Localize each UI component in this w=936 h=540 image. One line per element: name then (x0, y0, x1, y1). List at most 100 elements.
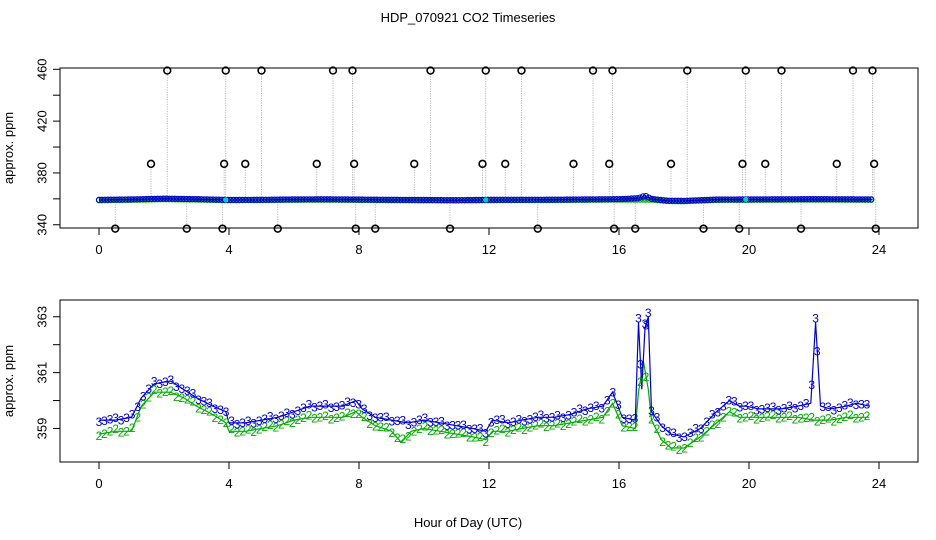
baseline-marker-series-3-58 (265, 196, 272, 203)
baseline-marker-series-3-86 (347, 196, 354, 203)
marker-series-2-37: 2 (300, 411, 307, 425)
y-tick-label-359: 359 (35, 418, 50, 440)
baseline-marker-series-3-195 (666, 197, 673, 204)
baseline-marker-series-3-20 (154, 195, 161, 202)
baseline-marker-series-3-3 (104, 196, 111, 203)
marker-series-2-119: 2 (753, 412, 760, 426)
marker-series-2-134: 2 (836, 412, 843, 426)
baseline-marker-series-3-143 (514, 196, 521, 203)
marker-series-2-94: 2 (615, 408, 622, 422)
spike-marker-31 (683, 66, 692, 75)
marker-series-3-47: 3 (355, 397, 362, 411)
marker-series-3-2: 3 (107, 412, 114, 426)
baseline-marker-series-3-114 (429, 196, 436, 204)
baseline-marker-series-3-95 (373, 196, 380, 203)
spike-marker-29 (631, 224, 640, 233)
baseline-marker-series-3-152 (540, 196, 547, 203)
marker-series-3-125: 3 (786, 399, 793, 413)
baseline-marker-series-3-204 (692, 197, 699, 204)
marker-series-2-0: 2 (96, 429, 103, 443)
marker-series-2-68: 2 (471, 430, 478, 444)
marker-series-3-18: 3 (195, 393, 202, 407)
baseline-marker-series-3-237 (789, 196, 796, 203)
baseline-marker-series-3-1 (98, 196, 106, 203)
baseline-marker-series-3-128 (470, 196, 477, 204)
marker-series-2-123: 2 (775, 412, 782, 426)
y-axis-top: 340 380 420 460 (35, 58, 60, 236)
spike-marker-33 (735, 224, 744, 233)
baseline-marker-series-3-92 (365, 196, 372, 203)
baseline-marker-series-3-89 (356, 196, 363, 203)
marker-series-3-58: 3 (416, 413, 423, 427)
peak-marker-series-3-42: 3 (645, 306, 652, 320)
baseline-marker-series-3-9 (122, 196, 129, 203)
marker-series-3-12: 3 (162, 375, 169, 389)
baseline-marker-series-3-49 (239, 196, 246, 203)
marker-series-3-71: 3 (488, 415, 495, 429)
marker-series-3-55: 3 (400, 414, 407, 428)
marker-series-2-52: 2 (383, 420, 390, 434)
baseline-marker-series-3-30 (183, 195, 190, 203)
marker-series-2-85: 2 (565, 417, 572, 431)
baseline-marker-series-3-146 (522, 196, 530, 203)
marker-series-2-22: 2 (217, 413, 224, 427)
marker-series-2-79: 2 (532, 418, 539, 432)
baseline-marker-series-3-81 (332, 196, 340, 203)
marker-series-2-40: 2 (317, 410, 324, 424)
baseline-marker-series-3-67 (291, 196, 299, 203)
baseline-marker-series-3-69 (297, 196, 304, 203)
marker-series-2-111: 2 (709, 418, 716, 432)
marker-series-3-53: 3 (388, 415, 395, 429)
baseline-marker-series-3-193 (660, 197, 667, 204)
marker-series-3-108: 3 (692, 422, 699, 436)
baseline-marker-series-3-155 (549, 196, 556, 203)
marker-series-2-13: 2 (167, 384, 174, 398)
marker-series-3-44: 3 (339, 398, 346, 412)
marker-series-3-120: 3 (759, 403, 766, 417)
baseline-marker-series-3-212 (716, 196, 723, 203)
marker-series-2-133: 2 (830, 415, 837, 429)
marker-series-3-39: 3 (311, 401, 318, 415)
marker-series-3-90: 3 (593, 399, 600, 413)
x-tick-label-0: 0 (95, 242, 102, 257)
baseline-marker-series-3-120 (446, 196, 454, 204)
baseline-marker-series-3-8 (119, 196, 126, 203)
marker-series-3-112: 3 (714, 406, 721, 420)
marker-series-3-134: 3 (836, 401, 843, 415)
baseline-marker-series-3-113 (426, 196, 433, 204)
baseline-marker-series-3-261 (859, 196, 866, 203)
baseline-marker-series-3-5 (110, 196, 117, 203)
marker-series-3-60: 3 (427, 416, 434, 430)
marker-series-2-99: 2 (643, 370, 650, 384)
marker-series-2-110: 2 (703, 424, 710, 438)
baseline-marker-series-3-6 (113, 196, 120, 203)
marker-series-2-12: 2 (162, 385, 169, 399)
marker-series-2-127: 2 (797, 412, 804, 426)
baseline-marker-series-3-142 (511, 196, 518, 203)
spike-marker-28 (609, 224, 619, 233)
baseline-marker-series-3-80 (329, 196, 337, 203)
baseline-marker-series-3-197 (672, 197, 679, 204)
spike-marker-41 (868, 66, 877, 75)
marker-series-3-49: 3 (366, 409, 373, 423)
spike-marker-30 (666, 159, 676, 169)
marker-series-2-20: 2 (206, 404, 213, 418)
baseline-marker-series-3-99 (385, 196, 392, 203)
baseline-marker-series-3-162 (569, 196, 576, 203)
x-axis-label: Hour of Day (UTC) (414, 515, 522, 530)
baseline-marker-series-3-109 (414, 196, 421, 203)
baseline-marker-series-3-209 (707, 196, 714, 203)
spike-marker-34 (738, 159, 747, 169)
marker-series-3-43: 3 (333, 400, 340, 414)
baseline-marker-series-3-252 (833, 196, 840, 203)
baseline-marker-series-3-260 (856, 196, 863, 203)
cyan-marker-1 (483, 197, 489, 203)
baseline-marker-series-3-230 (768, 196, 775, 203)
baseline-marker-series-3-150 (534, 196, 541, 203)
marker-series-3-82: 3 (549, 410, 556, 424)
x-tick-label-8: 8 (355, 242, 362, 257)
baseline-marker-series-3-21 (157, 195, 164, 202)
x-axis-top: 0 4 8 12 16 20 24 (95, 228, 886, 257)
marker-series-3-138: 3 (858, 397, 865, 411)
marker-series-3-124: 3 (781, 401, 788, 415)
